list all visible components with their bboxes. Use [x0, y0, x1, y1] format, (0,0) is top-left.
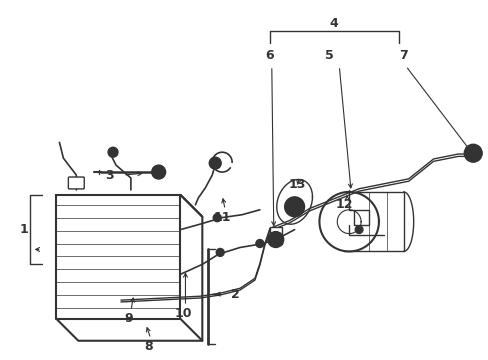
- Circle shape: [213, 214, 221, 222]
- Circle shape: [463, 144, 481, 162]
- Text: 4: 4: [329, 17, 338, 30]
- Circle shape: [108, 147, 118, 157]
- Text: 9: 9: [124, 312, 133, 325]
- Circle shape: [468, 149, 476, 157]
- Text: 3: 3: [104, 168, 113, 181]
- Text: 6: 6: [265, 49, 274, 63]
- Text: 11: 11: [213, 211, 230, 224]
- Text: 12: 12: [335, 198, 352, 211]
- Text: 7: 7: [399, 49, 407, 63]
- Circle shape: [155, 169, 162, 175]
- Circle shape: [212, 160, 218, 166]
- Circle shape: [255, 239, 264, 247]
- Circle shape: [267, 231, 283, 247]
- Circle shape: [209, 157, 221, 169]
- Text: 8: 8: [144, 340, 153, 353]
- Circle shape: [290, 203, 298, 211]
- Text: 13: 13: [288, 179, 305, 192]
- Circle shape: [354, 226, 362, 234]
- Text: 1: 1: [20, 223, 28, 236]
- Text: 5: 5: [325, 49, 333, 63]
- Text: 2: 2: [230, 288, 239, 301]
- Bar: [269, 227, 281, 244]
- Circle shape: [151, 165, 165, 179]
- Circle shape: [272, 237, 278, 243]
- Circle shape: [216, 248, 224, 256]
- FancyBboxPatch shape: [68, 177, 84, 189]
- Circle shape: [284, 197, 304, 217]
- Text: 10: 10: [174, 307, 192, 320]
